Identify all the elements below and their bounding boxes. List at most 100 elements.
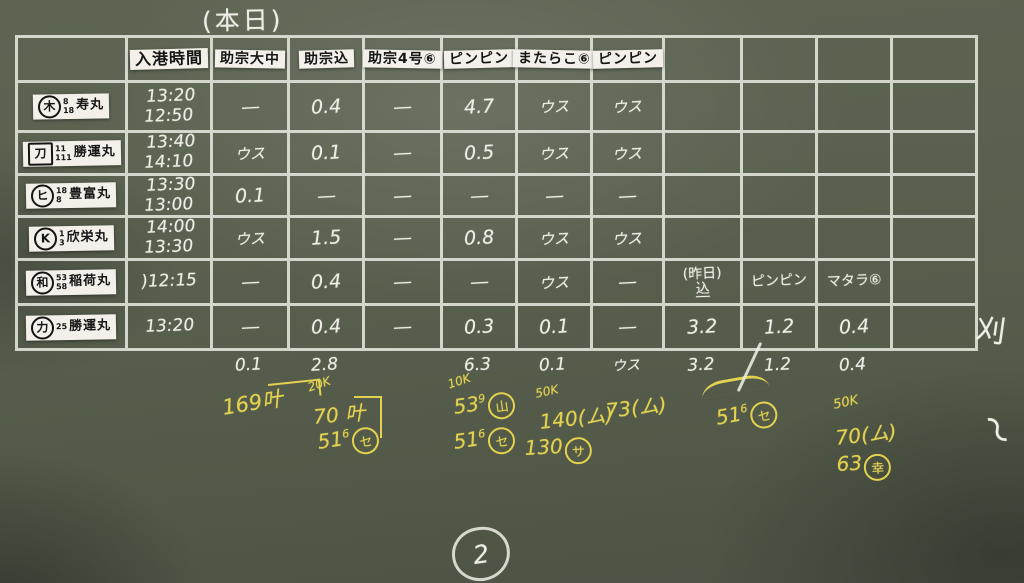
cell-value: 0.8 (463, 226, 495, 250)
table-cell (665, 176, 743, 218)
table-cell: 0.4 (290, 261, 365, 306)
chalk-subheader: (昨日) 込 (682, 265, 723, 298)
edge-chalk-mark: 刈 (973, 312, 1008, 351)
num-bottom: 18 (63, 105, 75, 115)
cell-value: 0.3 (463, 315, 495, 339)
boat-mark-numbers: 11 111 (54, 144, 71, 162)
boat-name: 勝運丸 (69, 317, 112, 334)
boat-row-label-cell: 力 25 勝運丸 (18, 306, 128, 351)
boat-mark: ヒ (31, 184, 55, 208)
header-cell (818, 38, 893, 83)
table-cell (893, 218, 978, 261)
yellow-note: 70(ム) (834, 419, 898, 450)
table-cell: — (213, 306, 290, 351)
cell-value: — (617, 270, 638, 294)
table-cell: — (365, 261, 443, 306)
note-superscript: 6 (477, 426, 487, 441)
table-cell: 0.8 (443, 218, 518, 261)
cell-value: ウス (538, 143, 570, 164)
table-cell: ウス (518, 261, 593, 306)
boat-mark: K (34, 226, 58, 251)
boat-mark: 力 (31, 315, 55, 340)
cell-value: — (543, 184, 565, 207)
yellow-note: 50K (534, 382, 560, 401)
cell-value: 3.2 (686, 315, 719, 339)
header-cell: 助宗4号⑥ (363, 38, 443, 83)
table-cell: ウス (518, 133, 593, 176)
header-cell: ピンピン (592, 38, 665, 83)
table-cell: — (593, 261, 665, 306)
column-header-label: またらこ⑥ (512, 49, 596, 69)
boat-row-label-cell: ヒ 18 8 豊富丸 (18, 176, 128, 218)
page-number: 2 (471, 538, 491, 570)
yellow-note: 140(ム) (538, 402, 615, 434)
boat-label: 和 53 58 稲荷丸 (26, 268, 117, 296)
cell-value: — (392, 270, 413, 294)
boat-name: 欣栄丸 (66, 228, 109, 245)
table-cell: — (290, 176, 365, 218)
chalk-subheader: マタラ⑥ (826, 272, 881, 290)
header-cell (743, 38, 818, 83)
time-line: 12:50 (142, 104, 194, 127)
yellow-bracket-line (354, 396, 382, 438)
boat-label: 刀 11 111 勝運丸 (22, 139, 121, 167)
yellow-note: 539山 (452, 386, 518, 425)
cell-value: ウス (538, 228, 570, 249)
num-top: 1 (59, 228, 65, 238)
board-title: (本日) (201, 5, 284, 36)
arrival-time-cell: 13:40 14:10 (128, 132, 213, 176)
cell-value: — (239, 315, 261, 339)
note-suffix: (ム) (629, 392, 668, 421)
num-top: 25 (56, 321, 68, 332)
table-cell (893, 133, 978, 176)
column-header-label: ピンピン (592, 49, 663, 69)
cell-value: ウス (538, 272, 570, 293)
arrival-time: )12:15 (140, 270, 198, 292)
arrival-time-cell: 13:20 (128, 306, 213, 351)
table-cell (743, 83, 818, 133)
table-cell: 0.1 (290, 133, 365, 176)
cell-value: ウス (234, 143, 266, 164)
cell-value: ウス (234, 228, 266, 249)
table-cell: 0.3 (443, 306, 518, 351)
table-cell: — (365, 83, 443, 133)
table-cell (818, 218, 893, 261)
total-value (14, 347, 125, 383)
edge-chalk-mark: 〜 (971, 406, 1022, 455)
num-bottom: 58 (56, 281, 68, 291)
total-value (124, 348, 210, 382)
arrival-time-cell: )12:15 (128, 261, 213, 306)
header-cell: またらこ⑥ (512, 38, 596, 83)
table-cell: ウス (213, 218, 290, 261)
boat-mark: 木 (38, 95, 62, 119)
table-cell: — (593, 306, 665, 351)
num-bottom: 8 (56, 194, 63, 204)
cell-value: 4.7 (463, 94, 495, 119)
table-cell: ピンピン (743, 261, 818, 306)
yellow-note: 63 幸 (836, 449, 893, 483)
table-cell: ウス (213, 133, 290, 176)
total-value (889, 348, 975, 382)
cell-value: 0.1 (234, 183, 266, 208)
cell-value: — (239, 270, 261, 294)
page-number-circle: 2 (448, 523, 514, 583)
totals-row: 0.1 2.8 6.3 0.1 ウス 3.2 1.2 0.4 (15, 350, 975, 380)
note-circled-mark: 山 (486, 390, 518, 421)
table-cell: — (213, 261, 290, 306)
header-cell: 入港時間 (128, 38, 213, 83)
table-cell: ウス (593, 133, 665, 176)
table-cell: 4.7 (443, 83, 518, 133)
cell-value: 0.4 (310, 94, 342, 119)
table-cell: — (365, 176, 443, 218)
column-header-label: 入港時間 (129, 47, 209, 71)
time-line: 14:10 (142, 151, 194, 173)
table-cell: ウス (593, 83, 665, 133)
column-header-label: 助宗4号⑥ (363, 49, 442, 69)
cell-value: — (468, 270, 490, 294)
boat-label: 力 25 勝運丸 (26, 313, 117, 341)
cell-value: — (392, 184, 413, 207)
boat-label: ヒ 18 8 豊富丸 (26, 182, 117, 209)
table-cell (665, 218, 743, 261)
arrival-time: 13:20 12:50 (142, 85, 195, 127)
table-cell (818, 133, 893, 176)
